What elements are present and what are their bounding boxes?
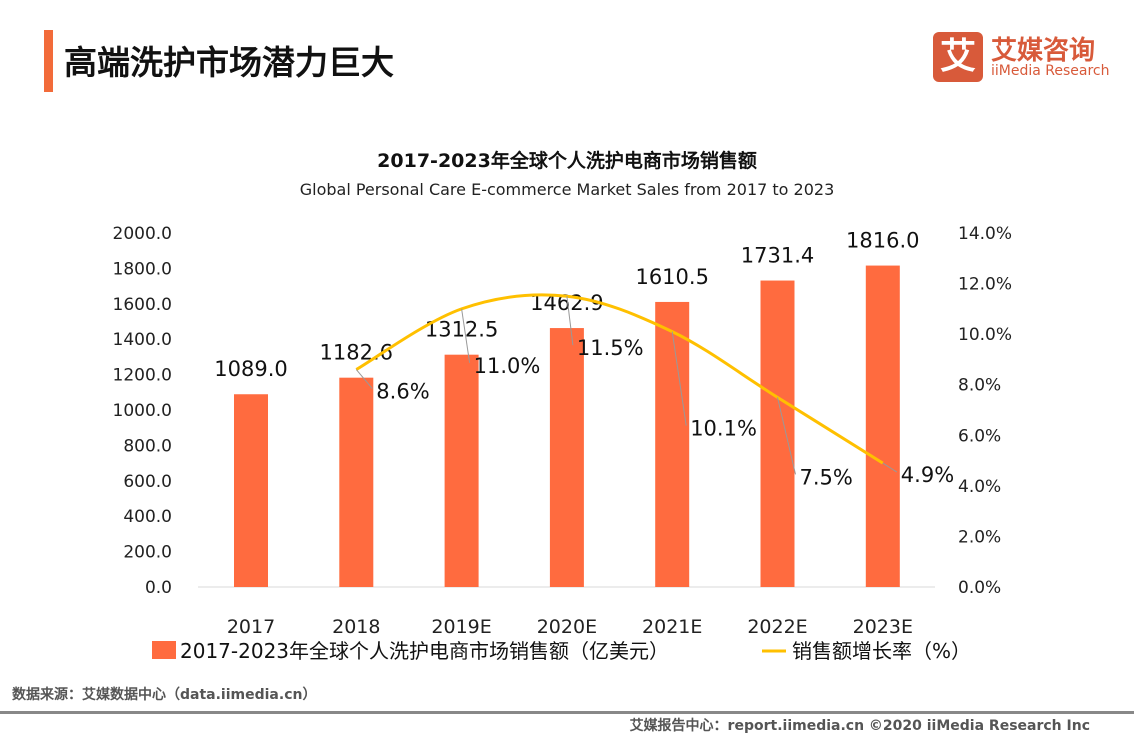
left-tick-label: 1200.0 — [113, 366, 172, 386]
left-tick-label: 800.0 — [123, 436, 172, 456]
x-tick-label: 2021E — [642, 616, 702, 638]
title-accent-bar — [44, 30, 53, 92]
logo-mark: 艾 — [933, 32, 983, 82]
right-tick-label: 6.0% — [958, 426, 1001, 446]
growth-value-label: 11.0% — [474, 354, 541, 378]
bar-value-label: 1312.5 — [425, 318, 498, 342]
growth-value-label: 11.5% — [577, 336, 644, 360]
label-leader-line — [566, 296, 574, 346]
growth-value-label: 4.9% — [901, 463, 954, 487]
growth-value-label: 7.5% — [800, 465, 853, 489]
chart: 2017-2023年全球个人洗护电商市场销售额 Global Personal … — [113, 149, 1013, 663]
bar — [865, 265, 900, 587]
label-leader-line — [355, 369, 373, 389]
left-tick-label: 1600.0 — [113, 295, 172, 315]
x-tick-label: 2018 — [332, 616, 380, 638]
right-tick-label: 0.0% — [958, 578, 1001, 598]
bar-value-label: 1731.4 — [741, 244, 814, 268]
chart-subtitle: Global Personal Care E-commerce Market S… — [300, 180, 835, 199]
bar — [444, 354, 479, 587]
growth-value-label: 10.1% — [690, 417, 757, 441]
bar-value-label: 1610.5 — [635, 265, 708, 289]
left-tick-label: 1000.0 — [113, 401, 172, 421]
x-tick-label: 2022E — [747, 616, 807, 638]
footer-credit: 艾媒报告中心：report.iimedia.cn ©2020 iiMedia R… — [629, 718, 1090, 734]
left-tick-label: 0.0 — [145, 578, 172, 598]
logo-cn: 艾媒咨询 — [991, 36, 1096, 66]
left-tick-label: 200.0 — [123, 543, 172, 563]
legend-bar-swatch — [152, 641, 176, 659]
label-leader-line — [882, 462, 898, 473]
chart-title: 2017-2023年全球个人洗护电商市场销售额 — [377, 149, 757, 172]
bar — [234, 394, 268, 587]
data-source: 数据来源：艾媒数据中心（data.iimedia.cn） — [12, 687, 317, 703]
right-tick-label: 14.0% — [958, 224, 1012, 244]
footer-divider — [0, 711, 1134, 714]
iimedia-logo: 艾 艾媒咨询 iiMedia Research — [933, 32, 1113, 84]
right-tick-label: 10.0% — [958, 325, 1012, 345]
right-tick-label: 12.0% — [958, 275, 1012, 295]
bar — [760, 280, 795, 587]
bar — [549, 328, 584, 587]
label-leader-line — [461, 308, 471, 363]
page-title: 高端洗护市场潜力巨大 — [64, 43, 394, 82]
left-tick-label: 2000.0 — [113, 224, 172, 244]
left-tick-label: 600.0 — [123, 472, 172, 492]
bar — [339, 377, 374, 587]
x-tick-label: 2017 — [227, 616, 275, 638]
bar-value-label: 1089.0 — [214, 357, 287, 381]
label-leader-line — [671, 331, 687, 426]
x-tick-label: 2020E — [537, 616, 597, 638]
logo-en: iiMedia Research — [991, 63, 1110, 79]
label-leader-line — [777, 397, 796, 475]
right-tick-label: 2.0% — [958, 527, 1001, 547]
left-tick-label: 1400.0 — [113, 330, 172, 350]
bar — [655, 301, 690, 587]
left-tick-label: 1800.0 — [113, 259, 172, 279]
left-tick-label: 400.0 — [123, 507, 172, 527]
growth-value-label: 8.6% — [376, 380, 429, 404]
x-tick-label: 2019E — [431, 616, 491, 638]
right-tick-label: 8.0% — [958, 376, 1001, 396]
legend-bar-label: 2017-2023年全球个人洗护电商市场销售额（亿美元） — [180, 639, 669, 663]
bar-value-label: 1816.0 — [846, 229, 919, 253]
legend-line-label: 销售额增长率（%） — [792, 639, 971, 663]
right-tick-label: 4.0% — [958, 477, 1001, 497]
x-tick-label: 2023E — [853, 616, 913, 638]
growth-line — [355, 293, 884, 465]
